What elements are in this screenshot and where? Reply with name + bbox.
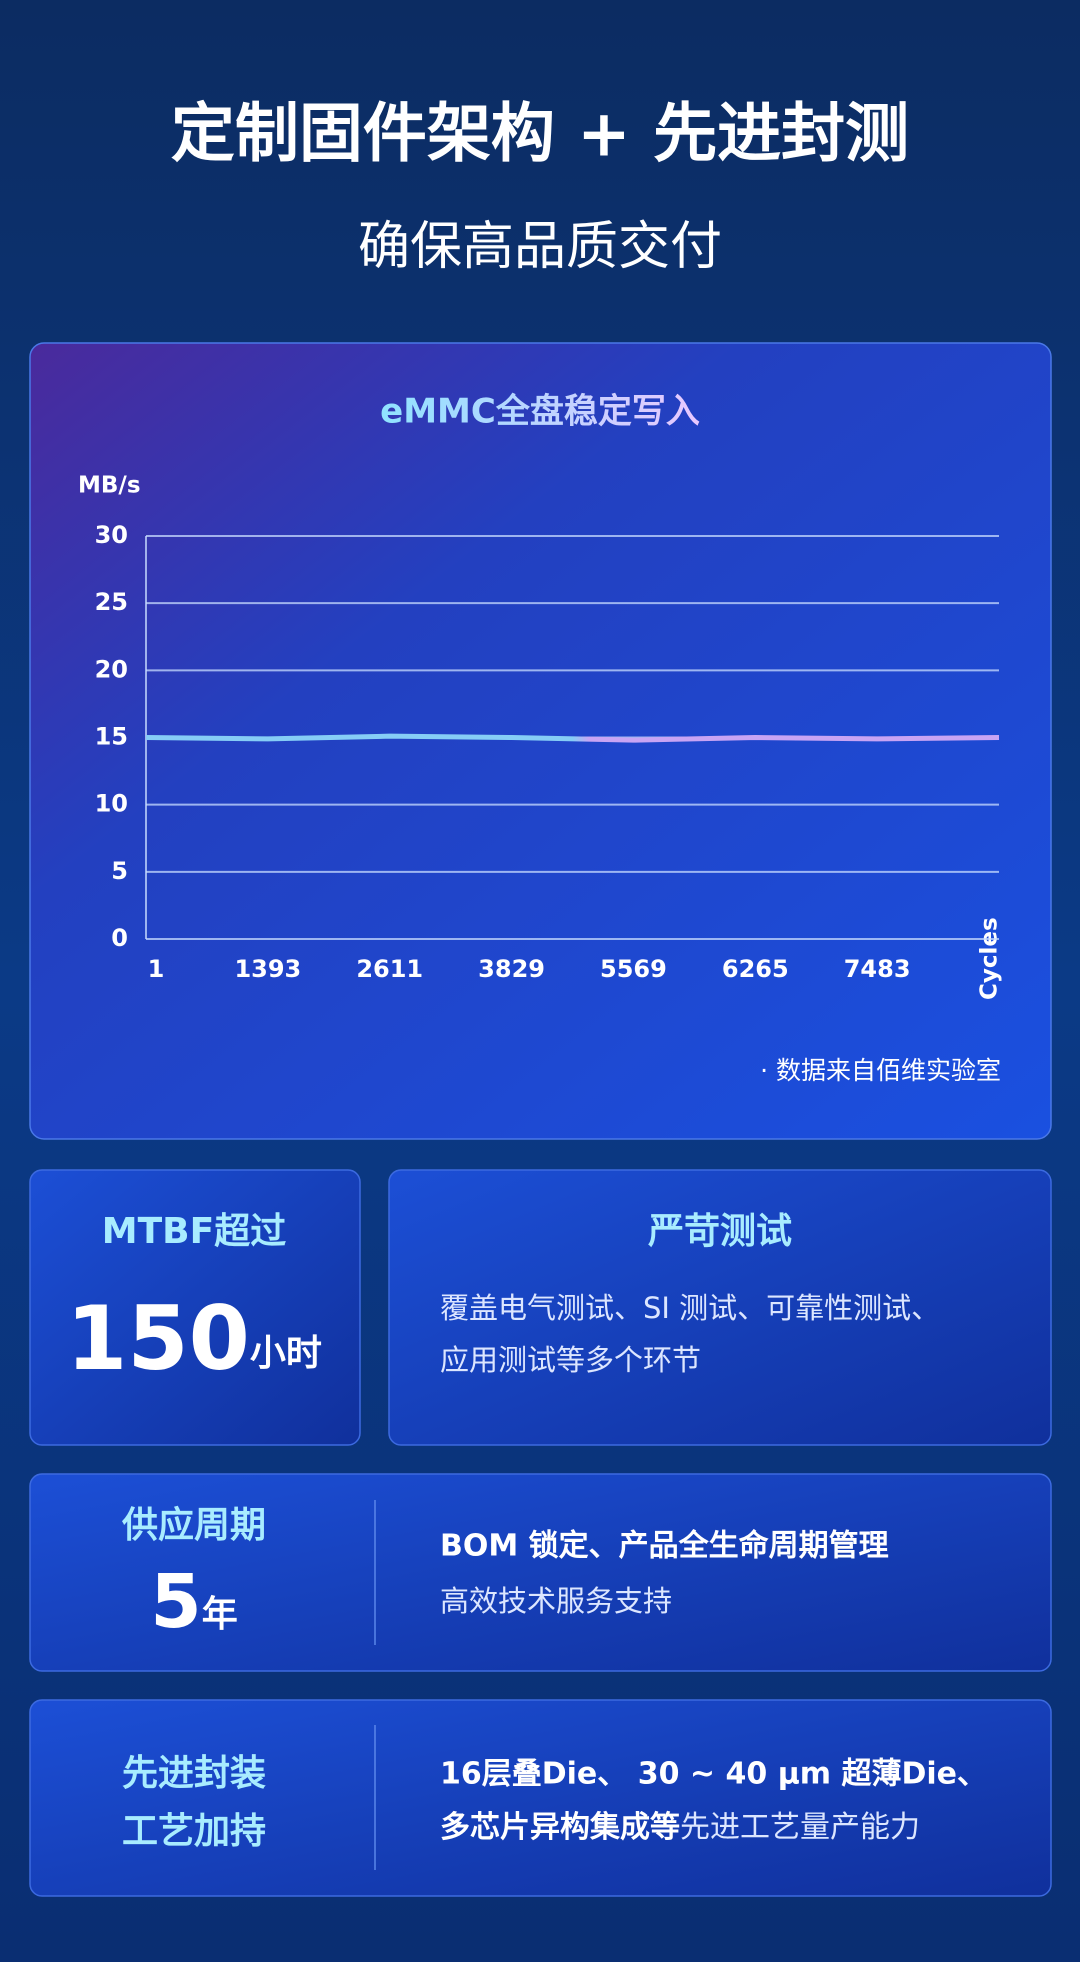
unit: 年 xyxy=(202,1594,238,1635)
card xyxy=(29,1473,1052,1672)
card-title: 工艺加持 xyxy=(122,1811,266,1852)
y-tick-label: 15 xyxy=(95,723,128,751)
card xyxy=(388,1169,1052,1446)
x-tick-label: 5569 xyxy=(600,955,667,983)
y-tick-label: 30 xyxy=(95,521,128,549)
chart-title: eMMC全盘稳定写入 xyxy=(380,392,700,432)
card-text: 多芯片异构集成等先进工艺量产能力 xyxy=(440,1810,920,1845)
title: 定制固件架构 + 先进封测 xyxy=(171,98,909,172)
source-note: · 数据来自佰维实验室 xyxy=(760,1056,1001,1085)
card-text: 应用测试等多个环节 xyxy=(440,1343,701,1377)
card-text: BOM 锁定、产品全生命周期管理 xyxy=(440,1529,889,1564)
card-text: 16层叠Die、 30 ~ 40 μm 超薄Die、 xyxy=(440,1757,987,1792)
y-tick-label: 10 xyxy=(95,790,128,818)
unit: 小时 xyxy=(250,1333,322,1374)
text: 先进工艺量产能力 xyxy=(680,1810,920,1845)
y-tick-label: 25 xyxy=(95,588,128,616)
card-title: 严苛测试 xyxy=(648,1211,792,1252)
x-tick-label: 2611 xyxy=(356,955,423,983)
card-value: 5年 xyxy=(150,1559,238,1645)
card-value: 150小时 xyxy=(66,1287,322,1390)
subtitle: 确保高品质交付 xyxy=(358,217,722,277)
y-tick-label: 0 xyxy=(111,924,128,952)
value: 5 xyxy=(150,1559,202,1645)
y-axis-label: MB/s xyxy=(78,473,141,499)
value: 150 xyxy=(66,1287,250,1390)
y-tick-label: 20 xyxy=(95,655,128,683)
card-text: 高效技术服务支持 xyxy=(440,1584,672,1618)
card-title: MTBF超过 xyxy=(102,1211,286,1252)
x-tick-label: 3829 xyxy=(478,955,545,983)
x-axis-label: Cycles xyxy=(977,917,1003,1000)
y-tick-label: 5 xyxy=(111,857,128,885)
plot: 0 5 10 15 20 25 30 1 1393 2611 3829 5569 6265 7483 xyxy=(95,521,1000,983)
card-text: 覆盖电气测试、SI 测试、可靠性测试、 xyxy=(440,1291,940,1325)
x-tick-label: 1 xyxy=(148,955,165,983)
data-line xyxy=(145,733,1000,743)
card-title: 供应周期 xyxy=(122,1505,266,1546)
card-title: 先进封装 xyxy=(122,1753,266,1794)
card xyxy=(29,1699,1052,1897)
x-tick-label: 6265 xyxy=(722,955,789,983)
bold-text: 多芯片异构集成等 xyxy=(440,1810,680,1845)
x-tick-label: 1393 xyxy=(234,955,301,983)
card xyxy=(29,1169,361,1446)
x-tick-label: 7483 xyxy=(844,955,911,983)
